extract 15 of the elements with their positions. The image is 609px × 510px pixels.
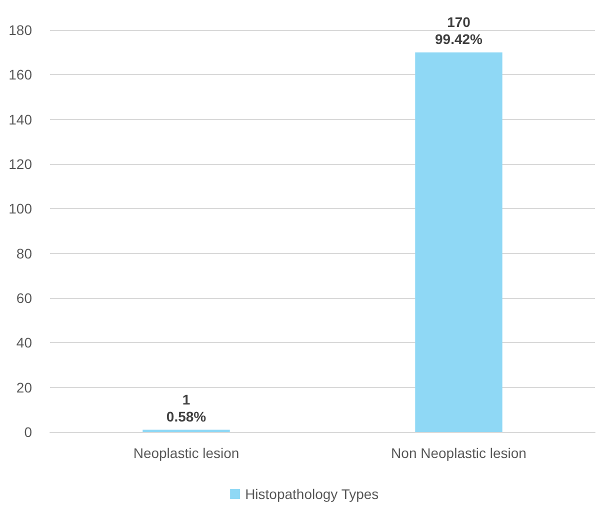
y-tick-label: 80 [16,245,32,262]
y-tick-label: 120 [8,156,32,172]
y-tick-label: 0 [24,424,32,440]
y-tick-label: 60 [16,290,32,306]
data-label: 1 0.58% [166,391,207,424]
x-tick-label: Neoplastic lesion [133,445,240,461]
y-tick-label: 20 [16,379,32,396]
y-tick-label: 160 [8,66,32,83]
y-tick-label: 100 [8,200,32,217]
y-tick-label: 40 [16,334,32,351]
y-tick-label: 140 [8,111,32,128]
y-tick-label: 180 [8,22,32,38]
legend-label: Histopathology Types [245,486,379,502]
x-tick-label: Non Neoplastic lesion [391,445,526,461]
data-label: 170 99.42% [435,14,484,47]
